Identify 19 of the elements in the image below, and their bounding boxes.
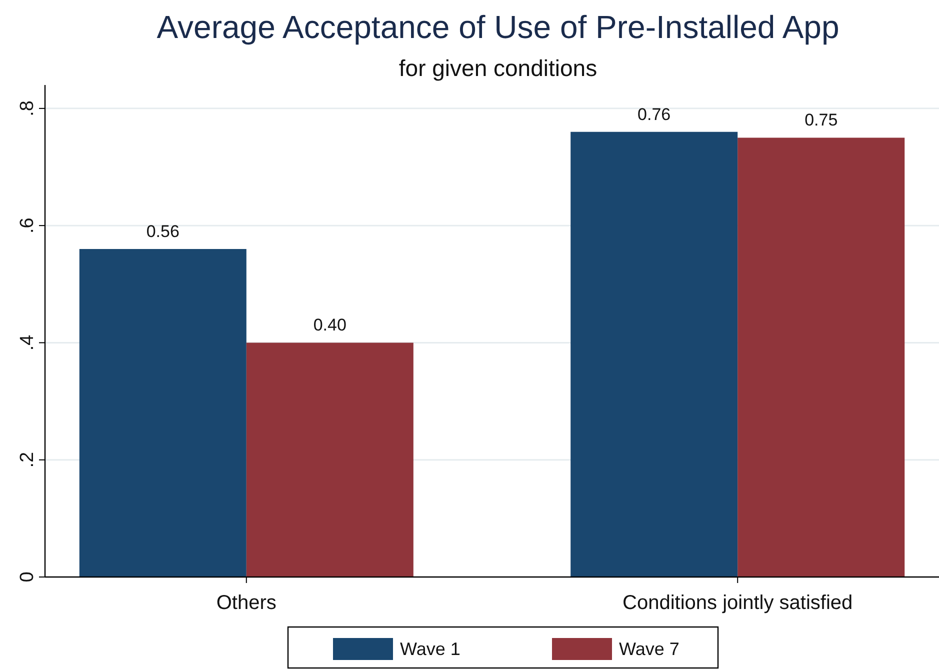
x-tick-label: Others	[216, 592, 276, 614]
bar	[79, 249, 246, 577]
data-label: 0.40	[313, 316, 346, 335]
data-label: 0.75	[804, 110, 838, 130]
chart-subtitle: for given conditions	[398, 55, 598, 81]
chart-title: Average Acceptance of Use of Pre-Installed App	[156, 9, 840, 45]
y-tick-label: 0	[17, 572, 38, 582]
bar	[246, 342, 414, 577]
x-tick-label: Conditions jointly satisfied	[622, 592, 853, 614]
bar	[738, 138, 905, 577]
data-label: 0.56	[146, 222, 180, 241]
bar	[570, 132, 738, 577]
y-tick-label: .8	[17, 100, 38, 116]
y-tick-label: .6	[17, 218, 38, 234]
legend-label: Wave 7	[619, 639, 680, 659]
y-tick-label: .4	[17, 334, 38, 351]
data-label: 0.76	[638, 104, 671, 124]
y-tick-label: .2	[17, 452, 38, 468]
legend-label: Wave 1	[400, 639, 460, 659]
